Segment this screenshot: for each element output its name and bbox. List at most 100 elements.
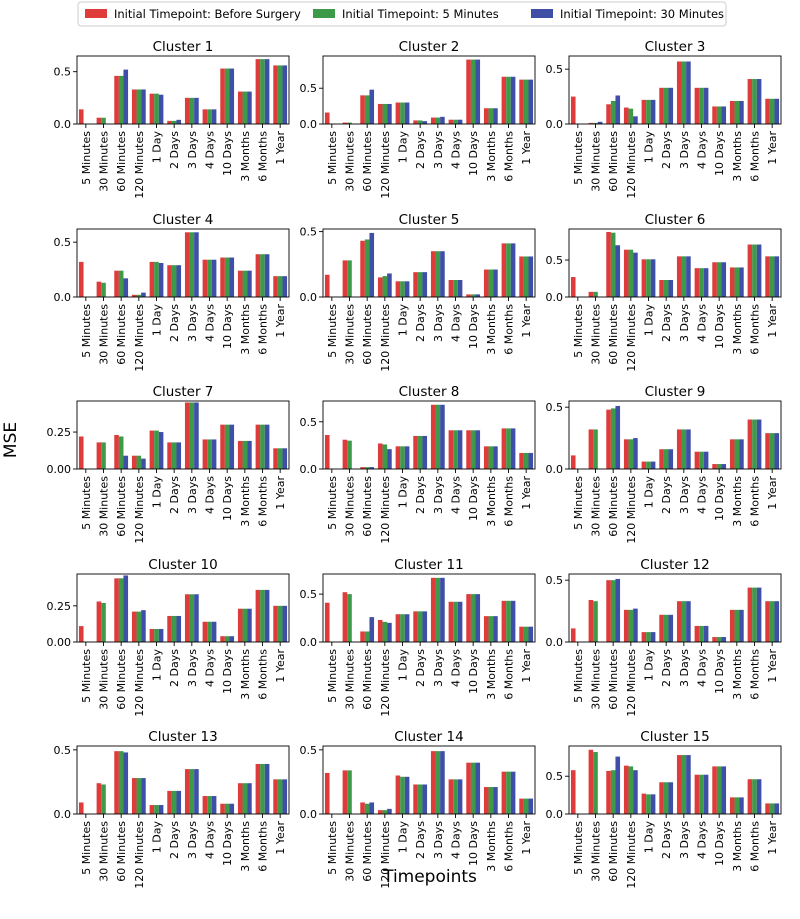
- bar: [364, 95, 370, 124]
- x-tick-label: 1 Day: [397, 476, 410, 509]
- bar: [277, 276, 283, 297]
- bar: [593, 122, 598, 124]
- bar: [440, 251, 445, 297]
- bar: [404, 102, 410, 124]
- bar: [96, 281, 102, 297]
- legend-swatch: [313, 9, 335, 18]
- bar: [242, 270, 248, 297]
- bar: [506, 76, 511, 124]
- bar: [202, 796, 208, 814]
- bar: [699, 625, 704, 642]
- x-tick-label: 4 Days: [450, 649, 463, 687]
- bar: [387, 622, 392, 642]
- x-tick-label: 3 Months: [731, 649, 744, 700]
- bar: [676, 429, 682, 469]
- bar: [131, 778, 137, 814]
- bar: [606, 770, 611, 814]
- panel-cluster-12: Cluster 12 0.0 0.5 5 Minutes 30 Minutes 60 Mi…: [546, 557, 782, 717]
- bar: [765, 256, 770, 297]
- x-tick-label: 2 Days: [660, 476, 673, 514]
- bar: [470, 294, 476, 297]
- y-tick-label: 0.0: [54, 808, 72, 821]
- bar: [606, 409, 611, 469]
- x-tick-label: 6 Months: [749, 649, 762, 700]
- bar: [440, 404, 445, 469]
- x-tick-label: 1 Day: [643, 304, 656, 337]
- bar: [488, 108, 494, 124]
- bar: [734, 267, 740, 297]
- bar: [154, 261, 159, 297]
- bar: [184, 232, 190, 297]
- x-tick-label: 1 Year: [520, 304, 533, 338]
- bar: [752, 587, 757, 642]
- panel-title: Cluster 1: [153, 39, 214, 55]
- x-tick-label: 120 Minutes: [133, 131, 146, 199]
- x-tick-label: 3 Days: [432, 131, 445, 169]
- panel-cluster-10: Cluster 10 0.00 0.25 5 Minutes 30 Minutes 60 …: [47, 557, 290, 717]
- bar: [167, 790, 172, 814]
- x-tick-label: 120 Minutes: [379, 821, 392, 889]
- bar: [342, 122, 348, 124]
- x-tick-label: 10 Days: [221, 821, 234, 866]
- bar: [676, 256, 682, 297]
- bar: [729, 100, 735, 124]
- bar: [769, 601, 775, 642]
- bar: [171, 615, 177, 642]
- bar: [184, 97, 190, 124]
- bar: [681, 429, 687, 469]
- bar: [769, 803, 775, 814]
- y-tick-label: 0.5: [546, 63, 564, 76]
- bar: [623, 249, 629, 297]
- bar: [176, 442, 182, 469]
- bar: [475, 430, 481, 469]
- bar: [699, 451, 704, 469]
- bar: [435, 117, 441, 124]
- bar: [114, 578, 119, 642]
- bar: [282, 779, 288, 814]
- bar: [96, 117, 102, 124]
- bar: [440, 116, 445, 124]
- bar: [171, 442, 177, 469]
- axes-frame: [322, 228, 536, 298]
- y-tick-label: 0.5: [546, 770, 564, 783]
- bar: [382, 276, 388, 297]
- y-axis-label: MSE: [1, 422, 21, 458]
- bar: [387, 808, 392, 814]
- bar: [628, 439, 634, 469]
- bar: [400, 102, 405, 124]
- bar: [588, 122, 594, 124]
- bar: [506, 600, 511, 642]
- bar: [756, 419, 762, 469]
- bar: [395, 614, 401, 642]
- bar: [747, 779, 753, 814]
- x-tick-label: 4 Days: [204, 304, 217, 342]
- bar: [277, 605, 283, 642]
- x-tick-label: 1 Year: [274, 649, 287, 683]
- bar: [247, 608, 252, 642]
- bar: [483, 269, 489, 297]
- x-tick-label: 2 Days: [168, 476, 181, 514]
- bar: [774, 433, 780, 469]
- bar: [756, 779, 762, 814]
- bar: [282, 605, 288, 642]
- panel-cluster-8: Cluster 8 0.0 0.5 5 Minutes 30 Minutes 60 Min…: [300, 384, 536, 544]
- x-tick-label: 2 Days: [168, 821, 181, 859]
- x-tick-label: 3 Months: [731, 131, 744, 182]
- bar: [528, 798, 534, 814]
- bar: [774, 98, 780, 124]
- bar: [606, 231, 611, 297]
- bar: [202, 259, 208, 297]
- bar: [154, 93, 159, 124]
- bar: [712, 464, 717, 469]
- bar: [400, 614, 405, 642]
- bar: [475, 294, 481, 297]
- x-tick-label: 5 Minutes: [326, 131, 339, 185]
- bar: [202, 621, 208, 642]
- bar: [615, 756, 621, 814]
- axes-frame: [322, 400, 536, 470]
- bar: [493, 787, 498, 814]
- x-tick-label: 5 Minutes: [326, 304, 339, 358]
- x-tick-label: 4 Days: [450, 821, 463, 859]
- panel-title: Cluster 11: [394, 557, 463, 573]
- x-tick-label: 1 Day: [151, 304, 164, 337]
